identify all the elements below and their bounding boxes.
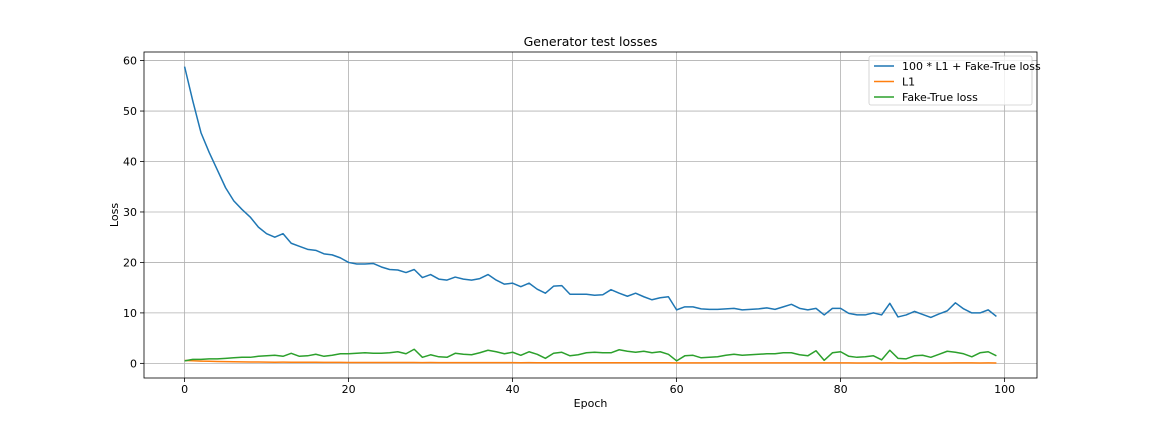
x-tick-label: 100 [994,383,1015,396]
legend: 100 * L1 + Fake-True loss L1 Fake-True los… [868,55,1041,106]
chart-title: Generator test losses [524,34,658,49]
axis-ticks: 0 20 40 60 80 100 0 10 20 30 40 50 60 [123,55,1015,396]
y-tick-label: 10 [123,307,137,320]
y-tick-label: 60 [123,55,137,68]
legend-entry: Fake-True loss [902,91,978,104]
x-tick-label: 80 [834,383,848,396]
legend-box [868,55,1033,106]
y-tick-label: 50 [123,105,137,118]
series-lines [183,66,997,364]
y-tick-label: 20 [123,256,137,269]
series-line-2 [184,359,997,364]
y-tick-label: 30 [123,206,137,219]
series-line-1 [183,66,997,319]
x-tick-label: 0 [181,383,188,396]
y-tick-label: 40 [123,156,137,169]
x-tick-label: 40 [506,383,520,396]
legend-entry: 100 * L1 + Fake-True loss [902,60,1041,73]
series-line-3 [184,348,997,362]
plot-frame [143,51,1038,379]
x-axis-label: Epoch [574,397,608,410]
x-tick-label: 20 [342,383,356,396]
legend-entry: L1 [902,76,915,89]
y-axis-label: Loss [108,203,121,227]
y-tick-label: 0 [130,357,137,370]
x-tick-label: 60 [670,383,684,396]
